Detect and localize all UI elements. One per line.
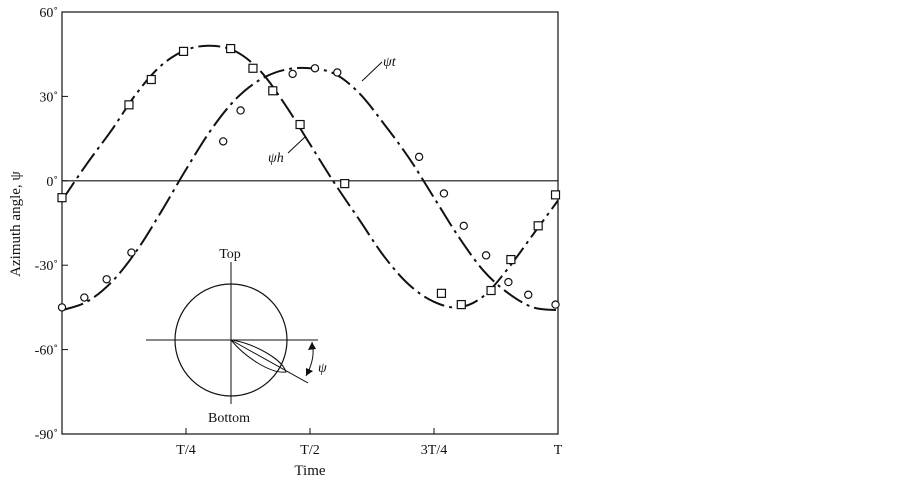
data-point-square — [486, 285, 496, 296]
data-point-square — [248, 63, 258, 73]
y-tick-label: -30˚ — [35, 259, 58, 274]
series-curve-psi-t — [61, 66, 559, 312]
x-tick-label: T/4 — [176, 443, 195, 458]
data-point-circle — [218, 137, 228, 146]
data-point-circle — [551, 300, 560, 309]
inset-pointer-line — [230, 339, 309, 384]
data-point-square — [550, 190, 561, 200]
data-point-circle — [102, 275, 111, 284]
data-point-square — [268, 86, 278, 96]
data-point-square — [340, 179, 350, 189]
inset-diagram: Top Bottom ψ — [146, 247, 327, 426]
y-axis-title: Azimuth angle, ψ — [8, 171, 24, 277]
inset-top-label: Top — [219, 247, 241, 262]
series-label-psi-t: ψt — [383, 55, 397, 70]
data-point-square — [295, 119, 305, 130]
data-point-circle — [57, 303, 67, 312]
data-point-square — [57, 193, 67, 203]
series-leader-psi-t — [361, 61, 383, 82]
data-point-square — [226, 43, 236, 54]
x-tick-label: 3T/4 — [421, 443, 447, 458]
data-point-square — [456, 299, 466, 310]
data-point-circle — [288, 69, 297, 79]
y-tick-label: -90˚ — [35, 428, 58, 443]
series-label-psi-h: ψh — [268, 151, 284, 166]
series-leader-psi-h — [287, 136, 306, 154]
series-markers — [57, 43, 561, 312]
series-curves — [61, 44, 559, 312]
data-point-circle — [439, 189, 449, 198]
data-point-circle — [333, 68, 342, 77]
series-curve-psi-h — [61, 44, 559, 309]
inset-angle-label: ψ — [318, 361, 327, 376]
y-tick-label: 0˚ — [46, 175, 58, 190]
inset-bottom-label: Bottom — [208, 411, 250, 426]
x-tick-label: T/2 — [300, 443, 319, 458]
data-point-circle — [459, 221, 468, 231]
data-point-circle — [80, 293, 89, 302]
x-axis-title: Time — [294, 463, 325, 479]
data-point-square — [506, 254, 516, 265]
y-tick-label: -60˚ — [35, 344, 58, 359]
y-tick-label: 60˚ — [39, 6, 58, 21]
data-point-square — [436, 288, 447, 298]
data-point-circle — [504, 277, 513, 287]
data-point-circle — [236, 106, 245, 115]
inset-lobe — [229, 339, 287, 373]
data-point-circle — [414, 152, 424, 162]
data-point-circle — [310, 64, 320, 73]
data-point-square — [124, 100, 134, 110]
axis-ticks: 60˚ 30˚ 0˚ -30˚ -60˚ -90˚ T/4 T/2 3T/4 T — [35, 6, 563, 458]
data-point-circle — [524, 290, 533, 299]
data-point-square — [146, 74, 156, 85]
data-point-circle — [127, 248, 136, 257]
inset-arrow-top — [308, 342, 316, 350]
data-point-circle — [481, 251, 491, 260]
y-tick-label: 30˚ — [39, 90, 58, 105]
inset-arrow-bottom — [306, 368, 313, 376]
x-tick-label: T — [554, 443, 563, 458]
data-point-square — [178, 46, 189, 56]
data-point-square — [533, 221, 543, 231]
